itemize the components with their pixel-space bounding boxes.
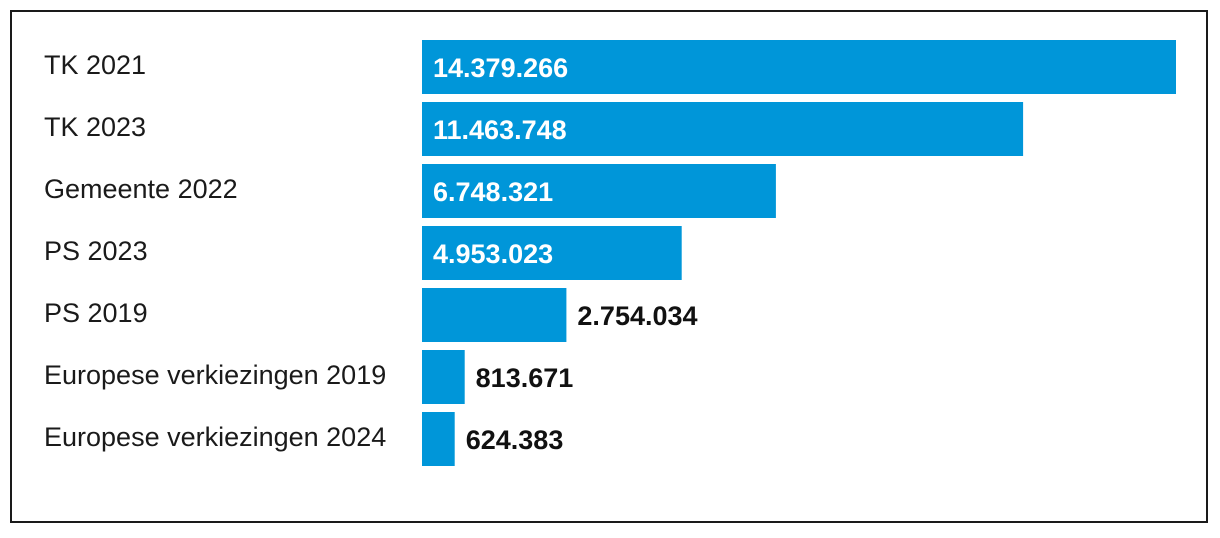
value-label: 624.383 [466,425,564,455]
category-label: Europese verkiezingen 2019 [44,360,386,390]
bar [422,412,455,466]
bar [422,350,465,404]
value-label: 2.754.034 [577,301,697,331]
value-label: 14.379.266 [433,53,568,83]
category-label: Europese verkiezingen 2024 [44,422,386,452]
category-label: Gemeente 2022 [44,174,238,204]
value-label: 11.463.748 [433,115,567,145]
bar [422,226,682,280]
bar [422,288,567,342]
category-label: TK 2023 [44,112,146,142]
category-label: PS 2023 [44,236,148,266]
value-label: 6.748.321 [433,177,553,207]
value-label: 4.953.023 [433,239,553,269]
value-label: 813.671 [476,363,574,393]
category-label: PS 2019 [44,298,148,328]
bar [422,40,1176,94]
bar [422,102,1024,156]
category-label: TK 2021 [44,50,146,80]
bar [422,164,776,218]
